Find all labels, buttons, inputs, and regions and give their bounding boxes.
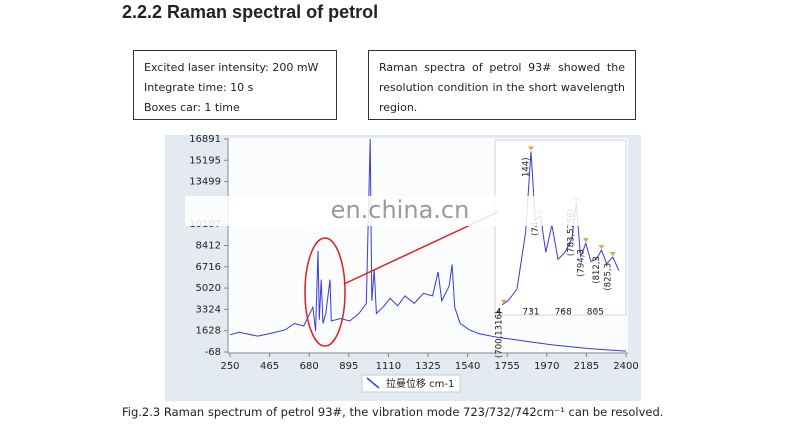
box-line: Boxes car: 1 time bbox=[144, 101, 240, 114]
main-plot: -681628332450206716841210107134991519516… bbox=[189, 134, 639, 372]
peak-annotation: (794,3 bbox=[576, 249, 586, 277]
y-tick-label: 1628 bbox=[196, 326, 221, 337]
peak-annotation: (700,1316) bbox=[494, 311, 504, 358]
x-tick-label: 1970 bbox=[534, 361, 559, 372]
x-tick-label: 1540 bbox=[455, 361, 480, 372]
inset-panel bbox=[494, 139, 627, 316]
peak-annotation: (783,5756) bbox=[567, 209, 577, 256]
x-tick-label: 2400 bbox=[613, 361, 638, 372]
inset-x-tick-label: 805 bbox=[587, 308, 604, 318]
settings-box: Excited laser intensity: 200 mW Integrat… bbox=[133, 50, 337, 120]
watermark: en.china.cn bbox=[331, 196, 470, 224]
box-line: Integrate time: 10 s bbox=[144, 81, 254, 94]
peak-annotation: (812,3 bbox=[592, 256, 602, 284]
inset-plot: 4 731 768 805 (700,1316) 144) (74 (783,5756)(79… bbox=[494, 146, 620, 358]
y-tick-label: 6716 bbox=[196, 262, 221, 273]
inset-x-tick-label: 4 bbox=[496, 308, 502, 318]
y-tick-label: 8412 bbox=[196, 240, 221, 251]
spectrum-line bbox=[229, 138, 627, 352]
x-tick-label: 250 bbox=[220, 361, 239, 372]
y-tick-label: 5020 bbox=[196, 283, 221, 294]
y-tick-label: 16891 bbox=[189, 134, 221, 145]
peak-marker bbox=[500, 299, 507, 304]
section-heading: 2.2.2 Raman spectral of petrol bbox=[122, 2, 379, 22]
box-line: Excited laser intensity: 200 mW bbox=[144, 61, 319, 74]
peak-annotation: (74 bbox=[531, 222, 541, 236]
y-tick-label: 13499 bbox=[189, 177, 221, 188]
highlight-ellipse bbox=[304, 237, 346, 347]
x-tick-label: 2185 bbox=[574, 361, 599, 372]
x-tick-label: 465 bbox=[260, 361, 279, 372]
watermark-band bbox=[185, 196, 615, 226]
note-box: Raman spectra of petrol 93# showed the r… bbox=[368, 50, 636, 120]
legend-swatch bbox=[366, 377, 380, 389]
y-tick-label: 15195 bbox=[189, 155, 221, 166]
peak-marker bbox=[598, 245, 605, 250]
legend-box bbox=[361, 374, 461, 393]
inset-x-tick-label: 768 bbox=[555, 308, 572, 318]
peak-annotation: (825,3 bbox=[603, 263, 613, 291]
x-tick-label: 1110 bbox=[376, 361, 401, 372]
figure-caption: Fig.2.3 Raman spectrum of petrol 93#, th… bbox=[122, 405, 664, 419]
x-tick-label: 1325 bbox=[415, 361, 440, 372]
x-tick-label: 1755 bbox=[494, 361, 519, 372]
peak-annotation: 144) bbox=[521, 157, 531, 177]
y-tick-label: -68 bbox=[205, 347, 221, 358]
peak-marker bbox=[582, 238, 589, 243]
x-tick-label: 680 bbox=[300, 361, 319, 372]
peak-marker bbox=[609, 251, 616, 256]
x-tick-label: 895 bbox=[339, 361, 358, 372]
peak-marker bbox=[527, 146, 534, 151]
y-tick-label: 3324 bbox=[196, 304, 221, 315]
legend-label: 拉曼位移 cm-1 bbox=[386, 377, 454, 390]
inset-x-tick-label: 731 bbox=[522, 308, 539, 318]
